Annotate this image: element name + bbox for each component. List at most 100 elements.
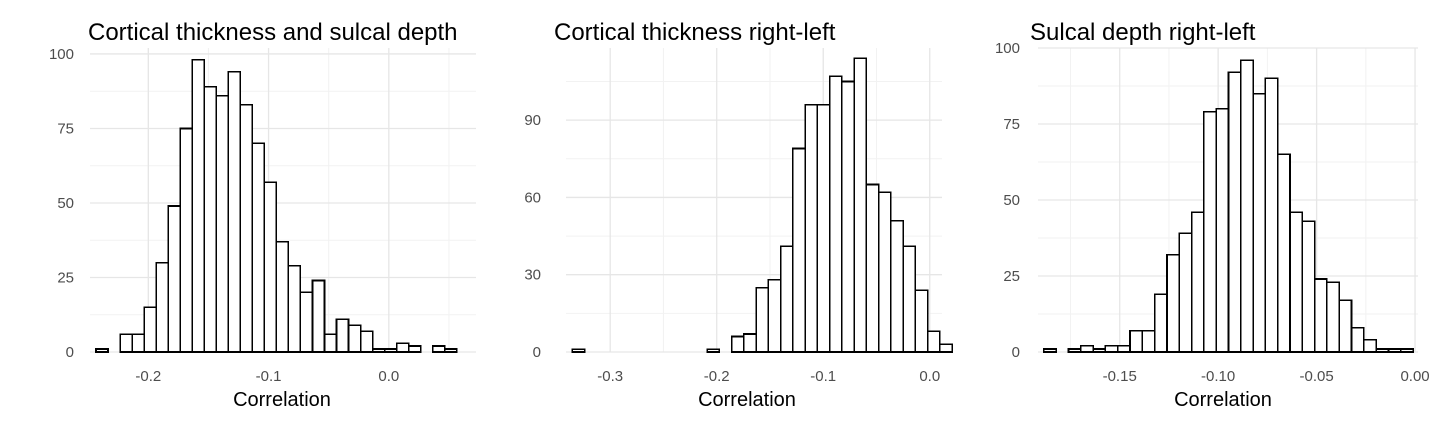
histogram-bar xyxy=(1067,348,1082,353)
y-tick-label: 25 xyxy=(57,269,74,286)
histogram-bar xyxy=(191,59,206,353)
histogram-bar xyxy=(215,94,230,353)
histogram-bar xyxy=(1215,108,1230,353)
y-tick-label: 90 xyxy=(524,112,541,129)
y-tick-label: 50 xyxy=(1003,192,1020,209)
histogram-bar xyxy=(755,286,770,353)
histogram-bar xyxy=(1141,329,1156,353)
histogram-bar xyxy=(792,147,806,353)
y-tick-label: 30 xyxy=(524,267,541,284)
x-tick-label: -0.3 xyxy=(597,368,623,385)
histogram-bar xyxy=(877,191,892,353)
histogram-bar xyxy=(275,240,290,353)
histogram-bar xyxy=(1289,211,1304,353)
histogram-bar xyxy=(914,289,929,353)
histogram-bar xyxy=(131,333,145,353)
histogram-bar xyxy=(359,330,374,353)
histogram-bar xyxy=(1363,339,1377,353)
histogram-bar xyxy=(1375,348,1390,353)
histogram-bar xyxy=(1338,299,1353,353)
histogram-bar xyxy=(431,345,446,353)
histogram-bar xyxy=(299,291,314,353)
histogram-bar xyxy=(902,245,917,353)
x-axis-label: Correlation xyxy=(698,389,796,411)
histogram-bar xyxy=(1203,111,1217,353)
histogram-bar xyxy=(443,348,458,353)
histogram-bar xyxy=(1264,77,1279,353)
histogram-bar xyxy=(1350,326,1365,353)
y-tick-label: 75 xyxy=(57,120,74,137)
x-tick-label: -0.15 xyxy=(1103,368,1137,385)
panel-3: -0.15 -0.10 -0.05 0.00 0 25 50 75 100 Sulcal dept… xyxy=(995,19,1430,411)
histogram-bar xyxy=(816,103,831,353)
x-tick-label: -0.1 xyxy=(256,368,282,385)
histogram-bar xyxy=(841,80,855,353)
x-tick-label: -0.05 xyxy=(1299,368,1333,385)
histogram-bar xyxy=(119,333,133,353)
histogram-bar xyxy=(1104,345,1119,353)
y-tick-label: 75 xyxy=(1003,116,1020,133)
histogram-bar xyxy=(407,345,422,353)
x-tick-label: -0.2 xyxy=(704,368,730,385)
x-tick-label: -0.10 xyxy=(1201,368,1235,385)
histogram-bar xyxy=(179,127,194,353)
histogram-bar xyxy=(251,142,266,353)
x-axis-label: Correlation xyxy=(233,389,331,411)
y-tick-label: 100 xyxy=(49,46,74,63)
histogram-bar xyxy=(371,348,386,353)
histogram-bar xyxy=(383,348,398,353)
panel-title: Sulcal depth right-left xyxy=(1030,19,1256,46)
histogram-bar xyxy=(335,318,350,353)
histogram-bar xyxy=(1129,329,1144,353)
histogram-bar xyxy=(1252,92,1267,353)
y-tick-label: 25 xyxy=(1003,268,1020,285)
histogram-bar xyxy=(706,348,721,353)
histogram-bar xyxy=(1043,348,1058,353)
histogram-bar xyxy=(1116,345,1131,353)
histogram-bar xyxy=(926,330,941,353)
x-axis-label: Correlation xyxy=(1174,389,1272,411)
histogram-bar xyxy=(95,348,109,353)
histogram-bar xyxy=(571,348,586,353)
histogram-bar xyxy=(767,279,782,353)
x-tick-label: 0.0 xyxy=(919,368,940,385)
histogram-bar xyxy=(1166,253,1181,353)
histogram-bar xyxy=(263,181,278,353)
y-tick-label: 0 xyxy=(1012,344,1020,361)
histogram-bar xyxy=(1190,211,1205,353)
y-tick-label: 60 xyxy=(524,189,541,206)
histogram-bar xyxy=(1227,71,1242,353)
histogram-bar xyxy=(853,57,868,353)
histogram-bar xyxy=(1387,348,1402,353)
histogram-bar xyxy=(203,85,218,353)
histogram-bar xyxy=(395,342,410,353)
histogram-bar xyxy=(730,335,745,353)
x-tick-label: 0.0 xyxy=(378,368,399,385)
histogram-bar xyxy=(779,245,794,353)
histogram-bar xyxy=(1239,59,1254,353)
y-tick-label: 0 xyxy=(66,344,74,361)
panel-2: -0.3 -0.2 -0.1 0.0 0 30 60 90 Cortical thickness… xyxy=(524,19,953,411)
histogram-bar xyxy=(143,306,157,353)
histogram-bar xyxy=(890,219,904,353)
histogram-bar xyxy=(1301,220,1316,353)
y-tick-label: 0 xyxy=(533,344,541,361)
histogram-bar xyxy=(865,183,880,353)
x-tick-label: -0.2 xyxy=(135,368,161,385)
histogram-bar xyxy=(167,205,181,353)
histogram-bar xyxy=(804,103,819,353)
histogram-bar xyxy=(287,264,302,353)
x-tick-label: -0.1 xyxy=(810,368,836,385)
histogram-bar xyxy=(239,103,254,353)
panel-1: -0.2 -0.1 0.0 0 25 50 75 100 Cortical thickness … xyxy=(49,19,476,411)
histogram-bar xyxy=(1178,232,1193,353)
histogram-bar xyxy=(155,261,169,353)
histogram-bar xyxy=(323,333,338,353)
histogram-bar xyxy=(1326,281,1341,353)
histogram-bar xyxy=(1092,348,1107,353)
histogram-bar xyxy=(347,324,362,353)
histogram-bar xyxy=(1399,348,1414,353)
histogram-bar xyxy=(1080,345,1094,353)
